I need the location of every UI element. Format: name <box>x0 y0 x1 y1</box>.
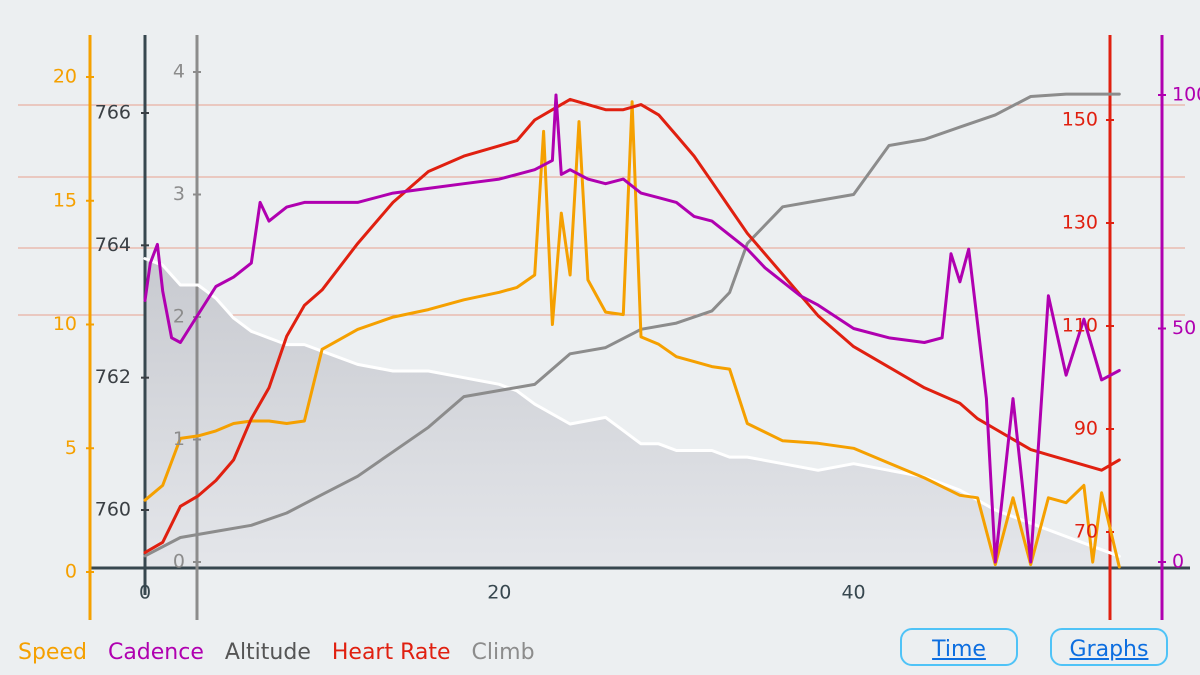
cadence-tick-50: 50 <box>1172 317 1196 339</box>
legend-cadence: Cadence <box>107 640 204 665</box>
speed-tick-15: 15 <box>53 189 77 211</box>
speed-tick-10: 10 <box>53 313 77 335</box>
legend-heart-rate: Heart Rate <box>331 640 451 665</box>
heart-rate-tick-90: 90 <box>1074 418 1098 440</box>
legend-altitude: Altitude <box>224 640 311 665</box>
heart-rate-tick-70: 70 <box>1074 521 1098 543</box>
climb-tick-1: 1 <box>173 428 185 450</box>
cadence-line <box>143 93 1121 564</box>
heart-rate-tick-130: 130 <box>1062 212 1098 234</box>
altitude-tick-762: 762 <box>95 366 131 388</box>
heart-rate-tick-150: 150 <box>1062 109 1098 131</box>
altitude-area <box>145 258 1120 568</box>
speed-tick-0: 0 <box>65 561 77 583</box>
climb-tick-0: 0 <box>173 551 185 573</box>
time-button[interactable]: Time <box>900 628 1018 666</box>
altitude-tick-764: 764 <box>95 234 131 256</box>
cadence-tick-100: 100 <box>1172 84 1200 106</box>
heart-rate-tick-110: 110 <box>1062 315 1098 337</box>
climb-tick-2: 2 <box>173 306 185 328</box>
cadence-tick-0: 0 <box>1172 551 1184 573</box>
x-tick-0: 0 <box>139 582 151 604</box>
altitude-tick-760: 760 <box>95 499 131 521</box>
heart-rate-line <box>143 97 1121 555</box>
altitude-tick-766: 766 <box>95 102 131 124</box>
x-tick-20: 20 <box>487 582 511 604</box>
x-tick-40: 40 <box>841 582 865 604</box>
axes <box>86 35 1190 620</box>
speed-tick-5: 5 <box>65 437 77 459</box>
legend-climb: Climb <box>471 640 535 665</box>
legend-speed: Speed <box>18 640 87 665</box>
graphs-button[interactable]: Graphs <box>1050 628 1168 666</box>
altitude-fill <box>145 258 1120 568</box>
tick-labels: 0 5 10 15 20 760 762 764 766 0 1 2 3 4 70 90 110 130 150 0 5… <box>53 61 1200 604</box>
multi-series-chart: 0 5 10 15 20 760 762 764 766 0 1 2 3 4 70 90 110 130 150 0 5… <box>18 35 1200 620</box>
climb-tick-3: 3 <box>173 183 185 205</box>
series-lines <box>143 92 1121 569</box>
climb-tick-4: 4 <box>173 61 185 83</box>
speed-tick-20: 20 <box>53 66 77 88</box>
legend: Speed Cadence Altitude Heart Rate Climb <box>18 640 549 665</box>
speed-line <box>143 100 1121 569</box>
